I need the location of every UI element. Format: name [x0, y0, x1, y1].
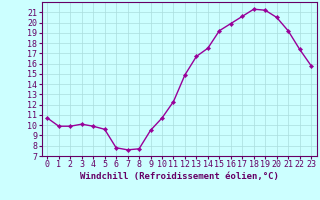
X-axis label: Windchill (Refroidissement éolien,°C): Windchill (Refroidissement éolien,°C) — [80, 172, 279, 181]
